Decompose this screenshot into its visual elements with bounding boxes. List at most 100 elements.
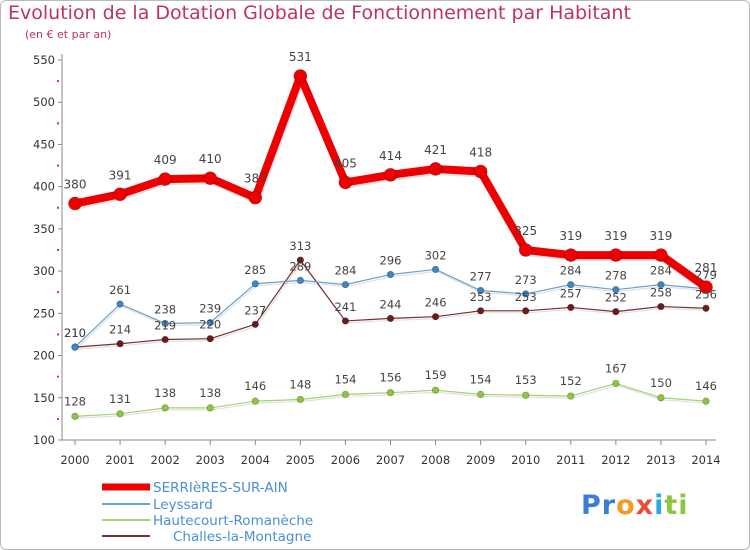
data-point-serri-res-sur-ain bbox=[563, 248, 578, 262]
data-point-hautecourt-roman-che bbox=[567, 392, 575, 400]
data-label-hautecourt-roman-che: 131 bbox=[109, 392, 131, 406]
data-point-challes-la-montagne bbox=[431, 313, 440, 321]
data-point-leyssard bbox=[116, 300, 124, 308]
data-label-challes-la-montagne: 237 bbox=[244, 303, 266, 317]
data-label-leyssard: 238 bbox=[154, 302, 176, 316]
y-minor-tick bbox=[57, 417, 59, 420]
data-point-challes-la-montagne bbox=[477, 307, 485, 315]
data-point-challes-la-montagne bbox=[702, 304, 710, 312]
data-point-serri-res-sur-ain bbox=[293, 69, 308, 83]
data-point-challes-la-montagne bbox=[296, 256, 304, 264]
y-minor-tick bbox=[57, 249, 59, 251]
x-tick-label: 2005 bbox=[286, 453, 315, 467]
data-label-serri-res-sur-ain: 325 bbox=[514, 224, 537, 238]
data-label-hautecourt-roman-che: 152 bbox=[560, 374, 582, 388]
data-point-hautecourt-roman-che bbox=[702, 397, 710, 405]
series-layer bbox=[68, 69, 713, 420]
data-point-challes-la-montagne bbox=[567, 303, 575, 312]
data-point-hautecourt-roman-che bbox=[71, 412, 79, 420]
data-point-hautecourt-roman-che bbox=[612, 379, 620, 388]
data-label-serri-res-sur-ain: 380 bbox=[64, 178, 87, 192]
data-label-hautecourt-roman-che: 138 bbox=[154, 386, 176, 400]
data-label-challes-la-montagne: 241 bbox=[334, 300, 356, 314]
data-label-challes-la-montagne: 210 bbox=[64, 326, 86, 340]
data-point-serri-res-sur-ain bbox=[68, 196, 82, 211]
data-label-hautecourt-roman-che: 159 bbox=[425, 368, 447, 382]
data-point-challes-la-montagne bbox=[612, 308, 620, 316]
y-tick-label: 450 bbox=[33, 137, 55, 151]
y-minor-tick bbox=[57, 206, 59, 209]
data-label-hautecourt-roman-che: 146 bbox=[695, 379, 717, 393]
data-label-challes-la-montagne: 253 bbox=[515, 290, 537, 304]
proxiti-logo: Proxiti bbox=[581, 490, 689, 521]
y-tick-label: 300 bbox=[33, 264, 55, 278]
data-point-challes-la-montagne bbox=[251, 320, 259, 328]
data-label-serri-res-sur-ain: 421 bbox=[424, 143, 447, 157]
data-point-challes-la-montagne bbox=[657, 302, 665, 311]
y-minor-tick bbox=[57, 375, 59, 378]
legend-label-hautecourt-roman-che: Hautecourt-Romanèche bbox=[153, 513, 313, 529]
data-label-leyssard: 277 bbox=[470, 270, 492, 284]
data-label-challes-la-montagne: 219 bbox=[154, 319, 176, 333]
data-point-hautecourt-roman-che bbox=[341, 390, 350, 399]
data-point-leyssard bbox=[612, 286, 620, 294]
data-point-hautecourt-roman-che bbox=[477, 390, 485, 399]
data-label-leyssard: 210 bbox=[64, 326, 86, 340]
data-label-serri-res-sur-ain: 319 bbox=[559, 229, 582, 243]
data-label-hautecourt-roman-che: 128 bbox=[64, 394, 86, 408]
data-point-serri-res-sur-ain bbox=[338, 175, 353, 190]
data-labels: 128 131 138 138 146 148 154 156 159 154 153 152 167 1… bbox=[64, 50, 718, 408]
data-label-serri-res-sur-ain: 414 bbox=[379, 149, 402, 163]
y-minor-tick bbox=[57, 164, 59, 167]
data-label-leyssard: 296 bbox=[380, 253, 402, 267]
chart-subtitle: (en € et par an) bbox=[25, 28, 112, 41]
x-tick-label: 2008 bbox=[421, 453, 450, 467]
data-point-challes-la-montagne bbox=[116, 340, 124, 348]
data-point-leyssard bbox=[522, 290, 530, 298]
x-tick-label: 2006 bbox=[331, 453, 360, 467]
data-point-leyssard bbox=[296, 276, 304, 285]
y-minor-tick bbox=[57, 80, 59, 83]
data-label-serri-res-sur-ain: 405 bbox=[334, 156, 357, 170]
data-point-leyssard bbox=[386, 270, 395, 279]
data-point-challes-la-montagne bbox=[206, 335, 214, 343]
data-label-challes-la-montagne: 246 bbox=[425, 296, 447, 310]
data-label-challes-la-montagne: 252 bbox=[605, 291, 627, 305]
data-point-leyssard bbox=[161, 319, 169, 328]
data-point-leyssard bbox=[657, 281, 665, 289]
y-tick-label: 200 bbox=[33, 349, 55, 363]
data-label-serri-res-sur-ain: 409 bbox=[154, 153, 177, 167]
y-tick-label: 400 bbox=[33, 180, 55, 194]
data-label-hautecourt-roman-che: 146 bbox=[244, 379, 266, 393]
data-label-leyssard: 302 bbox=[425, 248, 447, 262]
data-point-leyssard bbox=[477, 286, 485, 295]
x-tick-label: 2013 bbox=[646, 453, 675, 467]
axes: 100 150 200 250 300 350 400 450 500 550 2000 2001 20… bbox=[33, 53, 721, 467]
data-point-leyssard bbox=[251, 280, 259, 288]
data-point-serri-res-sur-ain bbox=[518, 243, 533, 257]
data-label-challes-la-montagne: 214 bbox=[109, 323, 131, 337]
x-tick-label: 2010 bbox=[511, 453, 540, 467]
data-label-leyssard: 279 bbox=[695, 268, 717, 282]
y-tick-label: 150 bbox=[33, 391, 55, 405]
data-point-serri-res-sur-ain bbox=[699, 280, 713, 294]
data-label-challes-la-montagne: 313 bbox=[289, 239, 311, 253]
data-label-hautecourt-roman-che: 154 bbox=[334, 372, 356, 386]
y-tick-label: 500 bbox=[33, 95, 55, 109]
data-label-serri-res-sur-ain: 387 bbox=[244, 172, 267, 186]
data-label-leyssard: 285 bbox=[244, 263, 266, 277]
legend-label-challes-la-montagne: Challes-la-Montagne bbox=[173, 529, 311, 545]
legend: SERRIèRES-SUR-AINLeyssardHautecourt-Roma… bbox=[102, 480, 313, 545]
data-point-challes-la-montagne bbox=[522, 307, 530, 315]
data-point-hautecourt-roman-che bbox=[386, 389, 395, 397]
data-point-leyssard bbox=[71, 343, 79, 351]
data-point-hautecourt-roman-che bbox=[161, 404, 169, 412]
data-point-leyssard bbox=[567, 281, 575, 289]
data-label-serri-res-sur-ain: 319 bbox=[649, 229, 672, 243]
data-label-serri-res-sur-ain: 418 bbox=[469, 145, 492, 159]
data-point-hautecourt-roman-che bbox=[251, 397, 259, 405]
data-label-leyssard: 278 bbox=[605, 269, 627, 283]
data-point-serri-res-sur-ain bbox=[203, 171, 218, 186]
